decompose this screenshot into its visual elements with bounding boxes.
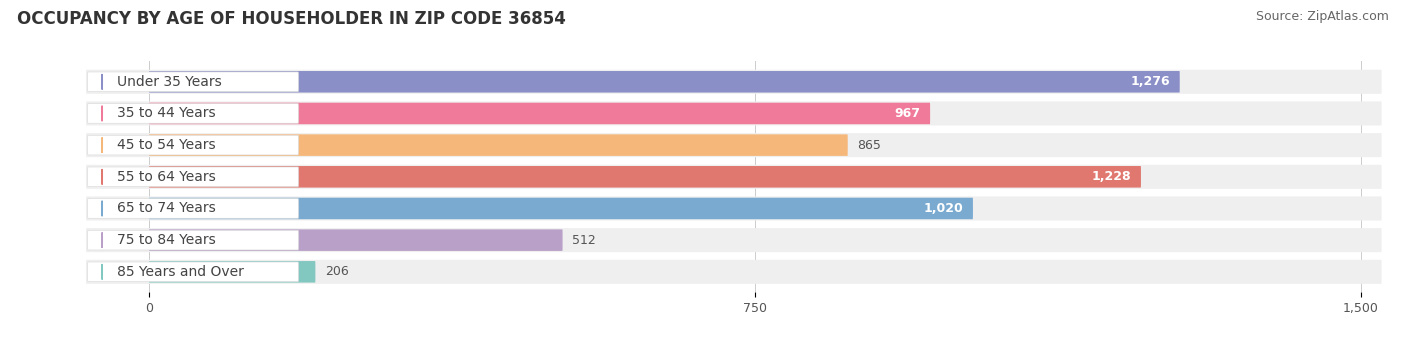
FancyBboxPatch shape bbox=[87, 199, 298, 218]
Text: 512: 512 bbox=[572, 234, 596, 246]
Text: 206: 206 bbox=[325, 265, 349, 278]
Text: Under 35 Years: Under 35 Years bbox=[117, 75, 221, 89]
FancyBboxPatch shape bbox=[86, 133, 1382, 157]
FancyBboxPatch shape bbox=[87, 135, 298, 155]
FancyBboxPatch shape bbox=[149, 71, 1180, 92]
Text: 85 Years and Over: 85 Years and Over bbox=[117, 265, 243, 279]
Text: 1,228: 1,228 bbox=[1091, 170, 1132, 183]
FancyBboxPatch shape bbox=[87, 104, 298, 123]
Text: 35 to 44 Years: 35 to 44 Years bbox=[117, 106, 215, 120]
FancyBboxPatch shape bbox=[86, 165, 1382, 189]
FancyBboxPatch shape bbox=[149, 198, 973, 219]
FancyBboxPatch shape bbox=[149, 134, 848, 156]
Text: 865: 865 bbox=[858, 139, 882, 152]
FancyBboxPatch shape bbox=[149, 261, 315, 283]
Text: OCCUPANCY BY AGE OF HOUSEHOLDER IN ZIP CODE 36854: OCCUPANCY BY AGE OF HOUSEHOLDER IN ZIP C… bbox=[17, 10, 565, 28]
Text: 55 to 64 Years: 55 to 64 Years bbox=[117, 170, 215, 184]
Text: 967: 967 bbox=[894, 107, 921, 120]
FancyBboxPatch shape bbox=[149, 166, 1140, 188]
FancyBboxPatch shape bbox=[86, 260, 1382, 284]
FancyBboxPatch shape bbox=[87, 72, 298, 91]
FancyBboxPatch shape bbox=[86, 228, 1382, 252]
Text: 1,276: 1,276 bbox=[1130, 75, 1170, 88]
FancyBboxPatch shape bbox=[86, 101, 1382, 125]
FancyBboxPatch shape bbox=[149, 230, 562, 251]
FancyBboxPatch shape bbox=[87, 262, 298, 282]
FancyBboxPatch shape bbox=[87, 230, 298, 250]
FancyBboxPatch shape bbox=[86, 197, 1382, 221]
FancyBboxPatch shape bbox=[87, 167, 298, 187]
FancyBboxPatch shape bbox=[149, 103, 931, 124]
Text: 1,020: 1,020 bbox=[924, 202, 963, 215]
FancyBboxPatch shape bbox=[86, 70, 1382, 94]
Text: 45 to 54 Years: 45 to 54 Years bbox=[117, 138, 215, 152]
Text: Source: ZipAtlas.com: Source: ZipAtlas.com bbox=[1256, 10, 1389, 23]
Text: 65 to 74 Years: 65 to 74 Years bbox=[117, 202, 215, 216]
Text: 75 to 84 Years: 75 to 84 Years bbox=[117, 233, 215, 247]
